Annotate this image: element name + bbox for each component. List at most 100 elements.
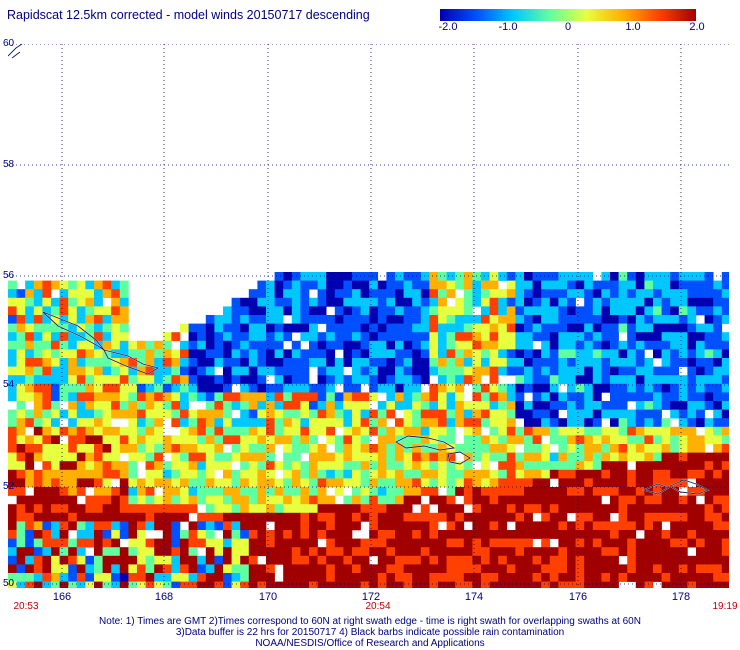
wind-cell [94, 538, 103, 548]
wind-cell [85, 392, 95, 402]
wind-cell [171, 418, 181, 428]
wind-cell [343, 555, 353, 565]
wind-cell [446, 332, 456, 342]
wind-cell [532, 555, 542, 565]
wind-cell [25, 452, 35, 462]
wind-cell [386, 435, 396, 445]
wind-cell [463, 349, 473, 359]
wind-cell [455, 512, 465, 522]
wind-cell [403, 469, 413, 479]
wind-cell [171, 555, 181, 565]
wind-cell [618, 272, 628, 281]
wind-cell [334, 272, 344, 281]
wind-cell [309, 297, 318, 307]
wind-cell [214, 435, 224, 445]
wind-cell [524, 426, 533, 436]
wind-cell [653, 280, 662, 290]
wind-cell [524, 409, 533, 419]
wind-cell [678, 272, 688, 281]
wind-cell [33, 581, 43, 588]
wind-cell [713, 547, 723, 557]
wind-cell [610, 358, 619, 367]
wind-cell [51, 349, 60, 359]
wind-cell [532, 315, 542, 324]
wind-cell [231, 452, 241, 462]
wind-cell [33, 332, 43, 342]
wind-cell [68, 555, 78, 565]
wind-cell [8, 418, 17, 428]
wind-cell [16, 358, 26, 367]
wind-cell [291, 272, 301, 281]
wind-cell [489, 366, 499, 376]
wind-cell [584, 340, 594, 350]
wind-cell [343, 289, 353, 299]
wind-cell [162, 547, 172, 557]
wind-cell [713, 306, 723, 316]
wind-cell [412, 409, 422, 419]
wind-cell [317, 289, 327, 299]
wind-cell [352, 366, 361, 376]
wind-cell [412, 573, 422, 582]
wind-cell [489, 289, 499, 299]
wind-cell [524, 444, 533, 453]
wind-cell [291, 547, 301, 557]
wind-cell [334, 487, 344, 496]
wind-cell [498, 358, 508, 367]
wind-cell [489, 487, 499, 496]
wind-cell [532, 478, 542, 488]
wind-cell [678, 530, 688, 539]
wind-cell [197, 469, 207, 479]
wind-cell [575, 366, 585, 376]
wind-cell [489, 383, 499, 393]
wind-cell [171, 332, 181, 342]
wind-cell [524, 375, 533, 385]
wind-cell [687, 564, 697, 574]
wind-cell [549, 375, 559, 385]
wind-cell [506, 504, 516, 514]
wind-cell [704, 375, 714, 385]
wind-cell [76, 297, 86, 307]
wind-cell [515, 469, 525, 479]
wind-cell [532, 504, 542, 514]
wind-cell [463, 512, 473, 522]
wind-cell [429, 349, 439, 359]
wind-cell [223, 306, 232, 316]
wind-cell [94, 530, 103, 539]
wind-cell [403, 530, 413, 539]
wind-cell [412, 323, 422, 333]
wind-cell [33, 478, 43, 488]
wind-cell [334, 538, 344, 548]
wind-cell [25, 469, 35, 479]
wind-cell [463, 573, 473, 582]
wind-cell [162, 409, 172, 419]
wind-cell [214, 392, 224, 402]
wind-cell [94, 315, 103, 324]
wind-cell [223, 383, 232, 393]
wind-cell [438, 332, 447, 342]
wind-cell [42, 547, 52, 557]
wind-cell [240, 547, 250, 557]
wind-cell [128, 366, 138, 376]
wind-cell [575, 547, 585, 557]
wind-cell [455, 383, 465, 393]
wind-cell [601, 435, 611, 445]
wind-cell [395, 383, 404, 393]
wind-cell [395, 538, 404, 548]
wind-cell [429, 383, 439, 393]
wind-cell [472, 504, 482, 514]
wind-cell [377, 581, 387, 588]
wind-cell [240, 383, 250, 393]
wind-cell [16, 340, 26, 350]
wind-cell [76, 573, 86, 582]
wind-cell [283, 383, 293, 393]
wind-cell [687, 444, 697, 453]
wind-cell [386, 392, 396, 402]
wind-cell [317, 530, 327, 539]
wind-cell [248, 349, 258, 359]
wind-cell [644, 530, 654, 539]
wind-cell [119, 495, 129, 505]
wind-cell [541, 289, 551, 299]
wind-cell [661, 358, 671, 367]
wind-cell [248, 538, 258, 548]
wind-cell [33, 323, 43, 333]
